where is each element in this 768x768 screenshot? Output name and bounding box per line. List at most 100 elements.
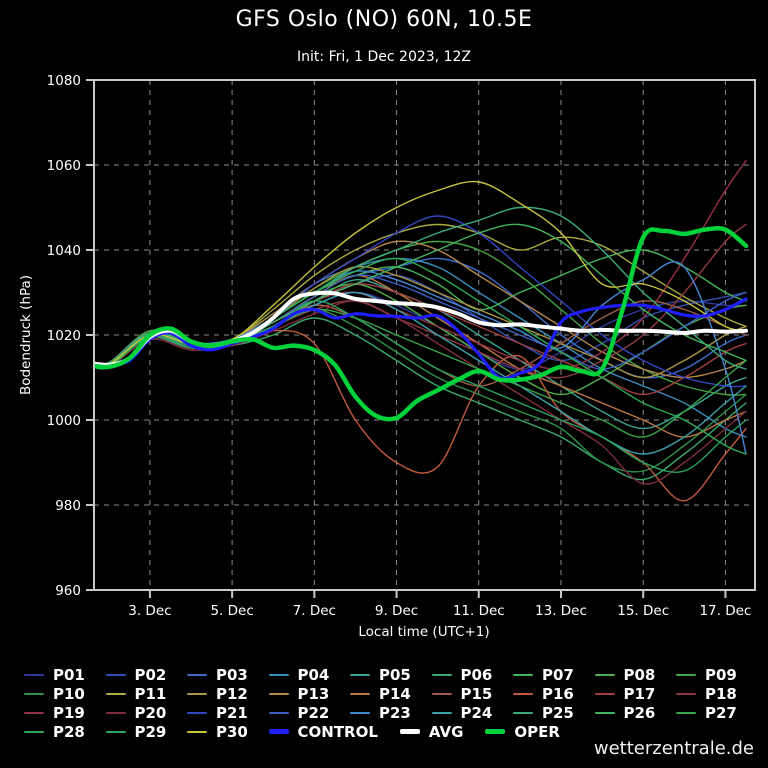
- legend-label: P22: [297, 703, 330, 722]
- series-p02: [94, 274, 747, 367]
- legend-label: P20: [134, 703, 167, 722]
- legend-label: P19: [53, 703, 85, 722]
- x-tick-label: 13. Dec: [535, 603, 587, 619]
- legend-label: P30: [216, 722, 248, 741]
- legend-item-p11: P11: [105, 684, 188, 703]
- legend-label: P15: [460, 684, 493, 703]
- legend-item-p19: P19: [24, 704, 106, 722]
- init-subtitle: Init: Fri, 1 Dec 2023, 12Z: [297, 49, 471, 65]
- y-tick-label: 1020: [47, 328, 81, 344]
- legend-label: P10: [53, 684, 85, 703]
- legend-label: P12: [216, 684, 248, 703]
- legend-item-oper: OPER: [485, 723, 560, 741]
- legend-item-p23: P23: [350, 704, 432, 722]
- legend-swatch-p16-icon: [513, 692, 533, 695]
- legend-label: P23: [379, 703, 411, 722]
- legend-item-p07: P07: [513, 666, 595, 684]
- legend-item-p01: P01: [24, 666, 106, 684]
- legend-label: P17: [623, 684, 656, 703]
- legend-item-p10: P10: [24, 685, 106, 703]
- legend-label: P28: [53, 722, 85, 741]
- legend-swatch-avg-icon: [399, 729, 420, 734]
- legend-item-control: CONTROL: [268, 722, 378, 741]
- series-oper: [94, 225, 749, 422]
- y-tick-label: 1040: [47, 243, 81, 259]
- legend-swatch-p05-icon: [350, 673, 370, 676]
- legend-label: P05: [379, 665, 411, 684]
- legend-item-p09: P09: [676, 666, 758, 684]
- legend-item-p06: P06: [431, 665, 514, 684]
- series-p28: [94, 257, 747, 455]
- legend-label: P04: [297, 665, 330, 684]
- y-tick-label: 1000: [47, 413, 81, 429]
- legend-label: P07: [542, 665, 574, 684]
- series-control: [94, 297, 748, 381]
- legend-item-p22: P22: [268, 703, 351, 722]
- legend-label: P11: [134, 684, 167, 703]
- legend-swatch-control-icon: [268, 729, 289, 734]
- legend-label: P27: [705, 703, 737, 722]
- legend-swatch-p28-icon: [24, 730, 44, 733]
- legend-row: P01 P02 P03 P04 P05 P06 P07 P08 P09: [24, 665, 764, 684]
- legend-swatch-p24-icon: [431, 711, 452, 714]
- legend-item-p18: P18: [676, 685, 758, 703]
- legend-item-p04: P04: [268, 665, 351, 684]
- legend-swatch-p15-icon: [431, 692, 452, 695]
- legend-item-p14: P14: [350, 685, 432, 703]
- legend-item-p02: P02: [105, 666, 188, 684]
- pressure-ensemble-chart: 960 980 1000 1020 1040 1060 1080 3. Dec 5. Dec 7.…: [18, 73, 756, 640]
- legend-label: P06: [460, 665, 493, 684]
- legend-item-p05: P05: [350, 666, 432, 684]
- tick-marks: [86, 79, 727, 598]
- legend-item-p24: P24: [431, 704, 514, 722]
- legend-label: P14: [379, 684, 411, 703]
- watermark: wetterzentrale.de: [593, 738, 754, 759]
- chart-legend: P01 P02 P03 P04 P05 P06 P07 P08 P09 P10 P11 P12 P13 P…: [24, 665, 764, 741]
- legend-label: P13: [297, 684, 330, 703]
- x-axis-label: Local time (UTC+1): [358, 624, 489, 640]
- legend-swatch-p09-icon: [676, 673, 696, 676]
- legend-swatch-p21-icon: [187, 711, 207, 714]
- x-tick-label: 11. Dec: [453, 603, 505, 619]
- legend-label: P25: [542, 703, 574, 722]
- legend-label: OPER: [514, 722, 560, 741]
- legend-item-p26: P26: [594, 704, 677, 722]
- legend-swatch-p06-icon: [431, 673, 452, 676]
- legend-item-p13: P13: [268, 684, 351, 703]
- y-tick-label: 1080: [47, 73, 81, 89]
- legend-swatch-p13-icon: [268, 692, 289, 695]
- legend-label: AVG: [428, 722, 464, 741]
- legend-swatch-p11-icon: [105, 692, 126, 695]
- legend-label: CONTROL: [297, 722, 378, 741]
- legend-swatch-p08-icon: [594, 673, 615, 676]
- x-tick-label: 9. Dec: [375, 603, 418, 619]
- legend-swatch-p04-icon: [268, 673, 289, 676]
- series-lines: [94, 160, 749, 502]
- legend-label: P18: [705, 684, 737, 703]
- series-p23: [94, 261, 747, 455]
- legend-swatch-p25-icon: [513, 711, 533, 714]
- legend-swatch-p01-icon: [24, 673, 44, 676]
- y-tick-label: 1060: [47, 158, 81, 174]
- legend-swatch-p19-icon: [24, 711, 44, 714]
- legend-label: P29: [134, 722, 167, 741]
- y-tick-label: 980: [55, 498, 81, 514]
- series-p10: [94, 308, 747, 473]
- legend-swatch-p07-icon: [513, 673, 533, 676]
- x-tick-label: 17. Dec: [699, 603, 751, 619]
- x-tick-label: 15. Dec: [617, 603, 669, 619]
- legend-item-p27: P27: [676, 704, 758, 722]
- legend-swatch-p23-icon: [350, 711, 370, 714]
- legend-item-p20: P20: [105, 703, 188, 722]
- legend-label: P16: [542, 684, 574, 703]
- legend-item-p16: P16: [513, 685, 595, 703]
- legend-row: P10 P11 P12 P13 P14 P15 P16 P17 P18: [24, 684, 764, 703]
- legend-swatch-p30-icon: [187, 730, 207, 733]
- legend-item-p12: P12: [187, 685, 269, 703]
- legend-label: P21: [216, 703, 248, 722]
- legend-row: P28 P29 P30 CONTROL AVG OPER: [24, 722, 764, 741]
- legend-swatch-p12-icon: [187, 692, 207, 695]
- tick-labels: 960 980 1000 1020 1040 1060 1080 3. Dec 5. Dec 7.…: [47, 73, 752, 619]
- legend-swatch-oper-icon: [485, 729, 506, 734]
